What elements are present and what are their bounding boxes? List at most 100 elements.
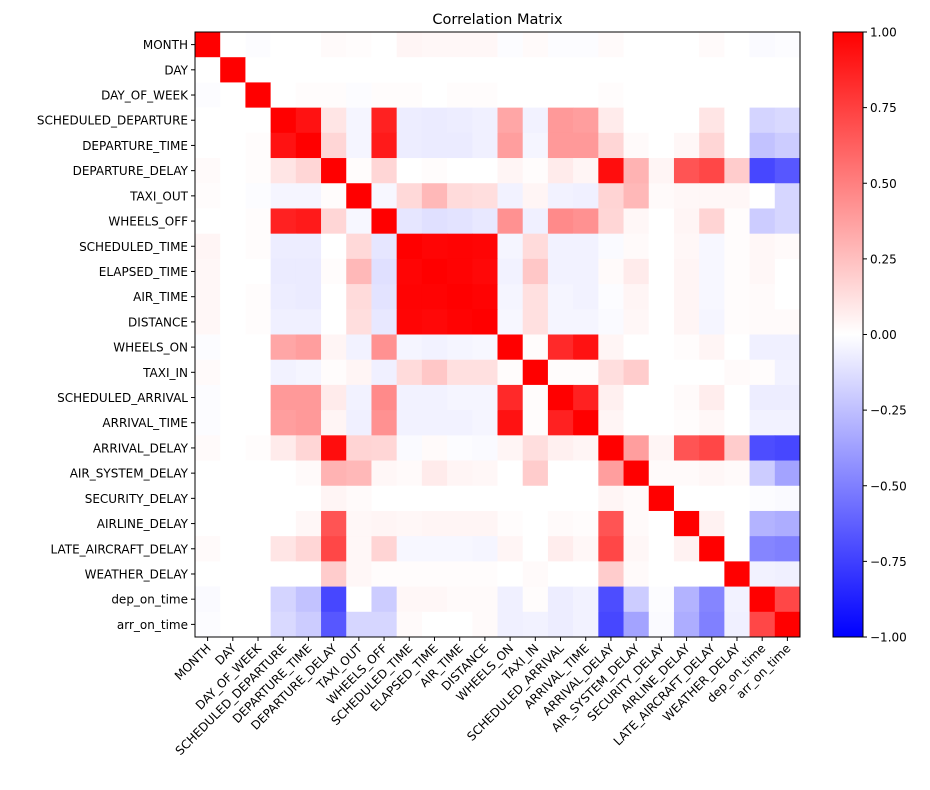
- heatmap-cell: [295, 611, 322, 638]
- heatmap-cell: [346, 334, 372, 361]
- heatmap-cell: [774, 334, 801, 361]
- heatmap-cell: [774, 158, 801, 184]
- heatmap-cell: [270, 334, 297, 361]
- heatmap-cell: [673, 334, 700, 361]
- chart-title: Correlation Matrix: [432, 12, 563, 28]
- heatmap-cell: [371, 57, 398, 83]
- heatmap-cell: [623, 309, 650, 335]
- heatmap-cell: [749, 410, 776, 436]
- heatmap-cell: [447, 384, 473, 411]
- heatmap-cell: [623, 334, 650, 361]
- heatmap-cell: [699, 309, 725, 335]
- heatmap-cell: [472, 82, 498, 109]
- heatmap-cell: [396, 233, 423, 260]
- heatmap-cell: [447, 57, 473, 83]
- heatmap-cell: [396, 309, 423, 335]
- heatmap-cell: [396, 183, 423, 209]
- heatmap-cell: [321, 57, 347, 83]
- heatmap-cell: [396, 82, 423, 109]
- heatmap-cell: [270, 208, 297, 235]
- heatmap-cell: [673, 183, 700, 209]
- heatmap-cell: [699, 208, 725, 235]
- heatmap-cell: [371, 384, 398, 411]
- heatmap-cell: [421, 536, 448, 562]
- heatmap-cell: [573, 183, 599, 209]
- heatmap-cell: [497, 183, 524, 209]
- heatmap-cell: [673, 233, 700, 260]
- heatmap-cell: [573, 208, 599, 235]
- heatmap-cell: [371, 32, 398, 58]
- heatmap-cell: [699, 586, 725, 613]
- heatmap-cell: [447, 208, 473, 235]
- heatmap-cell: [497, 258, 524, 285]
- colorbar-tick-label: −0.75: [870, 555, 907, 569]
- heatmap-cell: [472, 158, 498, 184]
- heatmap-cell: [573, 233, 599, 260]
- heatmap-cell: [623, 233, 650, 260]
- heatmap-cell: [447, 561, 473, 587]
- heatmap-cell: [497, 82, 524, 109]
- heatmap-cell: [195, 107, 221, 134]
- heatmap-cell: [497, 561, 524, 587]
- heatmap-cell: [774, 284, 801, 310]
- y-tick-label: arr_on_time: [117, 618, 188, 632]
- heatmap-cell: [497, 309, 524, 335]
- heatmap-cell: [321, 435, 347, 461]
- heatmap-cell: [497, 510, 524, 537]
- heatmap-cell: [623, 536, 650, 562]
- heatmap-cell: [371, 510, 398, 537]
- heatmap-cell: [749, 485, 776, 512]
- heatmap-cell: [195, 208, 221, 235]
- heatmap-cell: [195, 284, 221, 310]
- heatmap-cell: [270, 32, 297, 58]
- heatmap-cell: [346, 208, 372, 235]
- heatmap-cell: [346, 611, 372, 638]
- heatmap-cell: [623, 132, 650, 159]
- heatmap-cell: [497, 410, 524, 436]
- heatmap-cell: [648, 158, 675, 184]
- heatmap-cell: [774, 536, 801, 562]
- heatmap-cell: [648, 183, 675, 209]
- heatmap-cell: [220, 410, 246, 436]
- heatmap-cell: [598, 57, 624, 83]
- heatmap-cell: [497, 284, 524, 310]
- heatmap-cell: [497, 57, 524, 83]
- heatmap-cell: [245, 32, 272, 58]
- heatmap-cell: [774, 32, 801, 58]
- heatmap-cell: [421, 82, 448, 109]
- y-tick-label: SECURITY_DELAY: [85, 492, 189, 506]
- heatmap-cell: [371, 132, 398, 159]
- heatmap-cell: [573, 435, 599, 461]
- heatmap-cell: [749, 233, 776, 260]
- heatmap-cell: [648, 586, 675, 613]
- heatmap-cell: [648, 410, 675, 436]
- heatmap-cell: [497, 435, 524, 461]
- heatmap-cell: [220, 536, 246, 562]
- heatmap-cell: [396, 384, 423, 411]
- heatmap-cell: [699, 233, 725, 260]
- heatmap-cell: [699, 435, 725, 461]
- heatmap-cell: [673, 82, 700, 109]
- heatmap-cell: [598, 32, 624, 58]
- y-tick-label: AIR_SYSTEM_DELAY: [70, 467, 189, 481]
- heatmap-cell: [421, 435, 448, 461]
- heatmap-cell: [749, 57, 776, 83]
- heatmap-cell: [421, 132, 448, 159]
- heatmap-cell: [573, 586, 599, 613]
- heatmap-cell: [598, 233, 624, 260]
- heatmap-cell: [749, 460, 776, 487]
- heatmap-cell: [346, 57, 372, 83]
- heatmap-cell: [295, 233, 322, 260]
- heatmap-cell: [447, 309, 473, 335]
- heatmap-cell: [421, 485, 448, 512]
- heatmap-cell: [396, 410, 423, 436]
- heatmap-cell: [749, 384, 776, 411]
- heatmap-cell: [396, 334, 423, 361]
- heatmap-cell: [346, 309, 372, 335]
- heatmap-frame: [194, 31, 801, 638]
- heatmap-cell: [472, 309, 498, 335]
- heatmap-cell: [673, 460, 700, 487]
- heatmap-cell: [346, 32, 372, 58]
- heatmap-cell: [195, 611, 221, 638]
